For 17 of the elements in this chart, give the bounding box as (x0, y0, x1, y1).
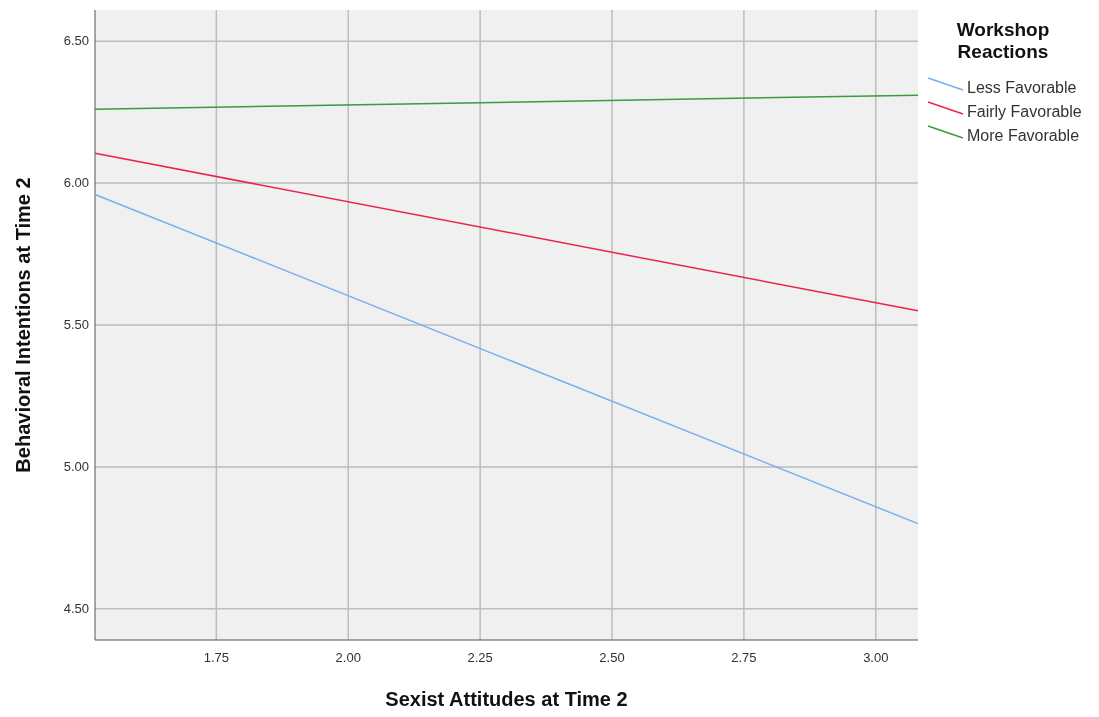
y-tick-label: 6.50 (63, 33, 89, 49)
y-tick-label: 5.50 (63, 317, 89, 332)
x-tick-label: 2.75 (731, 650, 757, 665)
x-tick-label: 2.00 (335, 650, 361, 665)
x-tick-label: 3.00 (863, 650, 889, 665)
x-tick-label: 2.50 (599, 650, 625, 665)
y-tick-label: 6.00 (63, 175, 89, 191)
legend-title: Workshop Reactions (956, 19, 1050, 62)
x-axis-title: Sexist Attitudes at Time 2 (385, 688, 628, 710)
x-tick-label: 2.25 (467, 650, 493, 665)
y-tick-label: 5.00 (63, 458, 89, 474)
legend-label: More Favorable (967, 127, 1080, 144)
y-axis-title: Behavioral Intentions at Time 2 (12, 177, 34, 473)
y-tick-label: 4.50 (63, 600, 89, 616)
x-tick-label: 1.75 (203, 650, 229, 665)
legend-label: Less Favorable (967, 79, 1077, 96)
legend-label: Fairly Favorable (967, 103, 1082, 120)
